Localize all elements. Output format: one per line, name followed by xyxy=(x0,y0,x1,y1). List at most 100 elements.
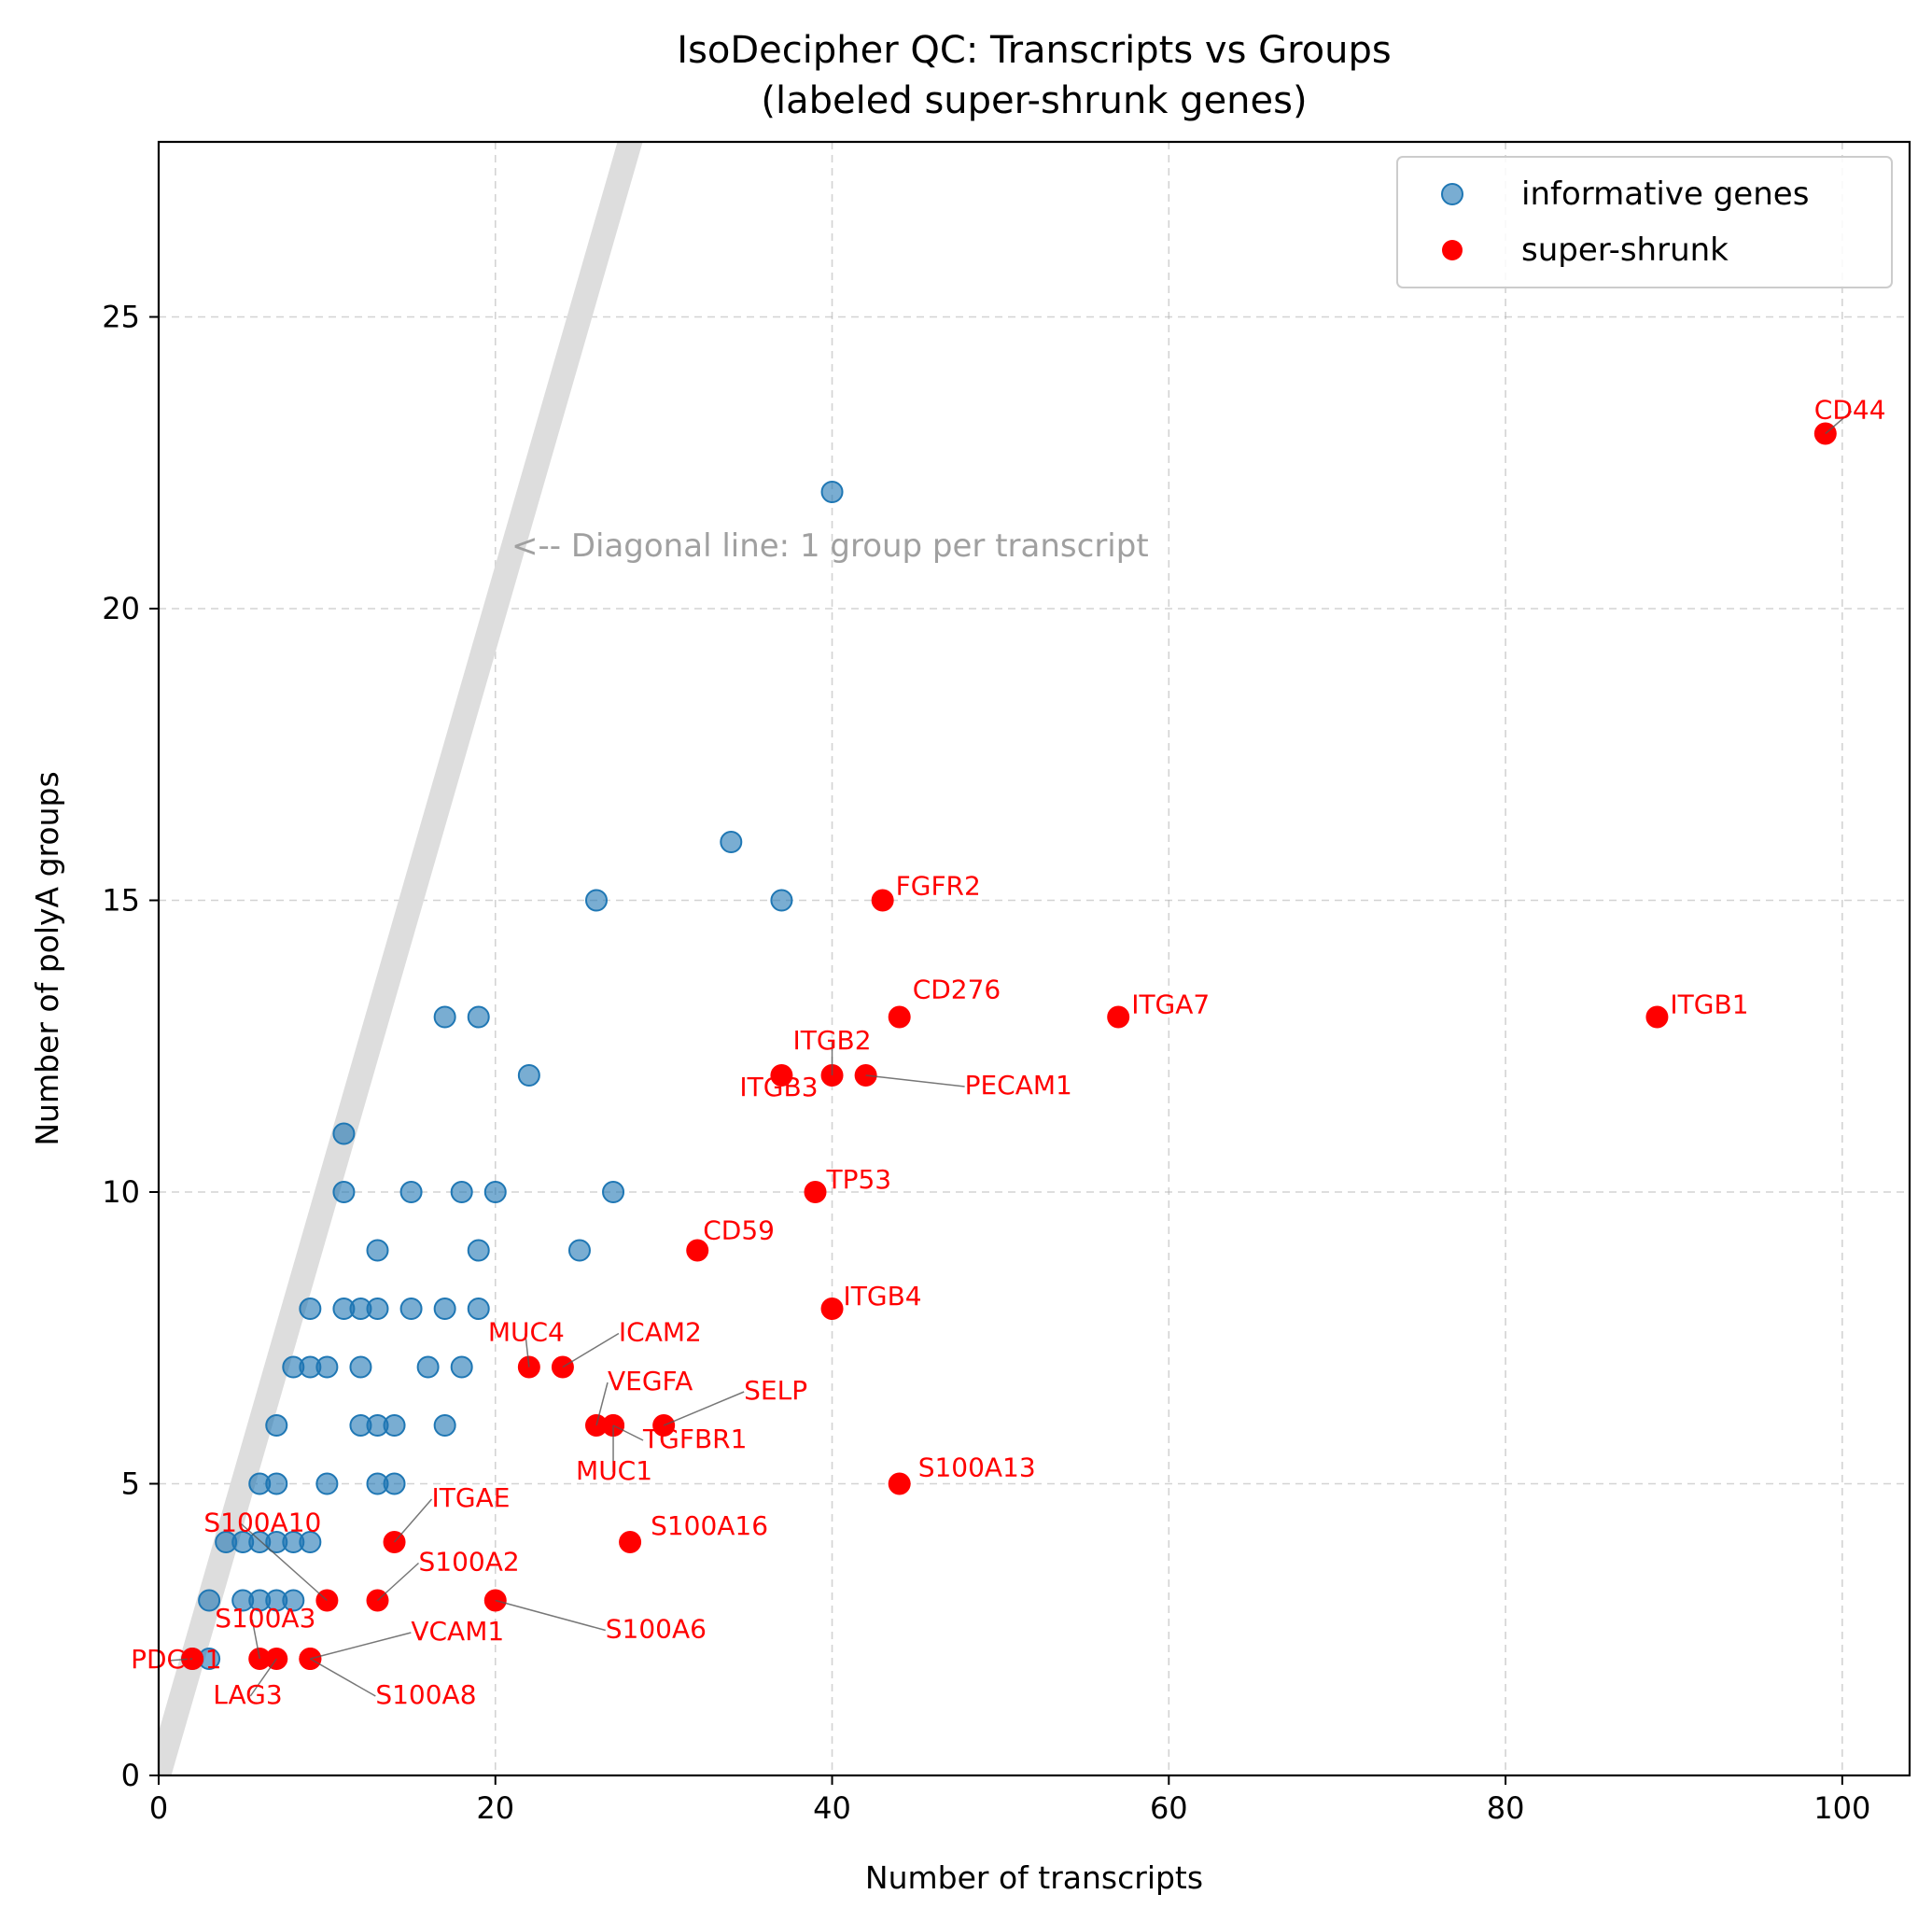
legend: informative genes super-shrunk xyxy=(1396,156,1893,288)
point-informative xyxy=(299,1298,322,1320)
leader-line xyxy=(249,1658,277,1697)
point-informative xyxy=(265,1472,288,1495)
point-informative xyxy=(332,1181,356,1203)
point-super-shrunk xyxy=(770,1064,793,1087)
point-super-shrunk xyxy=(871,889,894,912)
point-informative xyxy=(383,1414,406,1437)
point-super-shrunk xyxy=(686,1239,709,1262)
point-informative xyxy=(585,889,608,912)
point-super-shrunk xyxy=(619,1531,642,1553)
legend-label-super-shrunk: super-shrunk xyxy=(1521,231,1729,269)
point-informative xyxy=(467,1239,490,1262)
point-informative xyxy=(315,1472,339,1495)
gene-label-cd59: CD59 xyxy=(703,1215,775,1246)
y-tick-label: 5 xyxy=(121,1466,140,1502)
y-tick-label: 25 xyxy=(102,300,140,335)
point-informative xyxy=(720,831,743,853)
leader-line xyxy=(865,1074,965,1087)
legend-marker-super-shrunk xyxy=(1442,240,1463,260)
leader-line xyxy=(168,1658,193,1662)
x-tick-label: 20 xyxy=(476,1790,514,1826)
legend-label-informative: informative genes xyxy=(1521,175,1809,213)
leader-line xyxy=(251,1619,260,1660)
chart-title-line1: IsoDecipher QC: Transcripts vs Groups xyxy=(677,29,1391,72)
point-super-shrunk xyxy=(820,1298,844,1320)
gene-label-pecam1: PECAM1 xyxy=(965,1070,1072,1101)
leader-line xyxy=(663,1391,745,1426)
data-points xyxy=(181,422,1837,1670)
gene-label-s100a2: S100A2 xyxy=(419,1547,520,1578)
gene-label-vegfa: VEGFA xyxy=(608,1366,693,1396)
gene-label-s100a13: S100A13 xyxy=(918,1452,1036,1483)
gene-label-s100a16: S100A16 xyxy=(651,1510,768,1541)
leader-line xyxy=(525,1333,530,1368)
point-informative xyxy=(399,1181,423,1203)
gene-label-muc4: MUC4 xyxy=(488,1317,565,1348)
point-informative xyxy=(602,1181,625,1203)
y-tick-label: 20 xyxy=(102,591,140,626)
point-informative xyxy=(467,1005,490,1029)
legend-box xyxy=(1396,156,1893,288)
point-informative xyxy=(299,1531,322,1553)
point-super-shrunk xyxy=(1107,1005,1130,1029)
point-informative xyxy=(416,1355,440,1379)
gene-label-itgb1: ITGB1 xyxy=(1670,989,1748,1020)
gene-label-pdcd1: PDCD1 xyxy=(131,1644,221,1675)
gene-label-cd276: CD276 xyxy=(913,975,1001,1005)
point-super-shrunk xyxy=(888,1005,911,1029)
gene-labels: CD44 FGFR2 CD276 ITGA7 ITGB1 ITGB2 ITGB3 PECAM1… xyxy=(131,395,1885,1711)
leader-line xyxy=(562,1332,620,1368)
gene-label-itgb2: ITGB2 xyxy=(792,1025,871,1056)
label-leaders xyxy=(168,410,1853,1697)
leader-line xyxy=(595,1382,609,1426)
gene-label-s100a6: S100A6 xyxy=(606,1614,707,1645)
point-informative xyxy=(282,1589,305,1612)
x-tick-label: 0 xyxy=(149,1790,168,1826)
point-informative xyxy=(820,481,844,503)
gene-label-vcam1: VCAM1 xyxy=(411,1616,504,1647)
gene-label-s100a8: S100A8 xyxy=(375,1679,476,1710)
point-informative xyxy=(315,1355,339,1379)
y-tick-label: 15 xyxy=(102,883,140,919)
point-informative xyxy=(450,1355,473,1379)
point-informative xyxy=(399,1298,423,1320)
legend-marker-informative xyxy=(1441,183,1463,205)
leader-line xyxy=(240,1522,328,1602)
gene-label-itga7: ITGA7 xyxy=(1131,989,1210,1020)
gene-label-muc1: MUC1 xyxy=(576,1455,652,1486)
chart-title-line2: (labeled super-shrunk genes) xyxy=(761,79,1307,122)
gene-label-selp: SELP xyxy=(744,1375,807,1406)
y-axis-label: Number of polyA groups xyxy=(29,771,65,1145)
axis-ticks: 0 20 40 60 80 100 0 5 10 15 20 25 xyxy=(102,300,1870,1827)
leader-line xyxy=(495,1599,606,1632)
point-informative xyxy=(366,1239,389,1262)
point-informative xyxy=(433,1414,456,1437)
point-informative xyxy=(467,1298,490,1320)
gene-label-itgae: ITGAE xyxy=(432,1482,511,1513)
point-informative xyxy=(770,889,793,912)
gene-label-lag3: LAG3 xyxy=(213,1679,282,1710)
y-tick-label: 10 xyxy=(102,1174,140,1210)
diagonal-line xyxy=(159,142,643,1775)
gene-label-itgb3: ITGB3 xyxy=(739,1072,818,1102)
point-informative xyxy=(265,1414,288,1437)
point-informative xyxy=(433,1298,456,1320)
leader-line xyxy=(1825,410,1853,435)
gene-label-tgfbr1: TGFBR1 xyxy=(642,1424,747,1454)
point-informative xyxy=(198,1589,221,1612)
point-super-shrunk xyxy=(804,1181,827,1203)
point-informative xyxy=(433,1005,456,1029)
point-informative xyxy=(567,1239,591,1262)
point-informative xyxy=(383,1472,406,1495)
plot-frame xyxy=(157,140,1911,1777)
point-informative xyxy=(483,1181,507,1203)
leader-line xyxy=(309,1658,376,1697)
y-tick-label: 0 xyxy=(121,1758,140,1793)
gene-label-s100a3: S100A3 xyxy=(215,1603,315,1634)
x-tick-label: 80 xyxy=(1487,1790,1525,1826)
gene-label-cd44: CD44 xyxy=(1814,395,1886,426)
x-tick-label: 60 xyxy=(1150,1790,1188,1826)
point-informative xyxy=(517,1064,540,1087)
